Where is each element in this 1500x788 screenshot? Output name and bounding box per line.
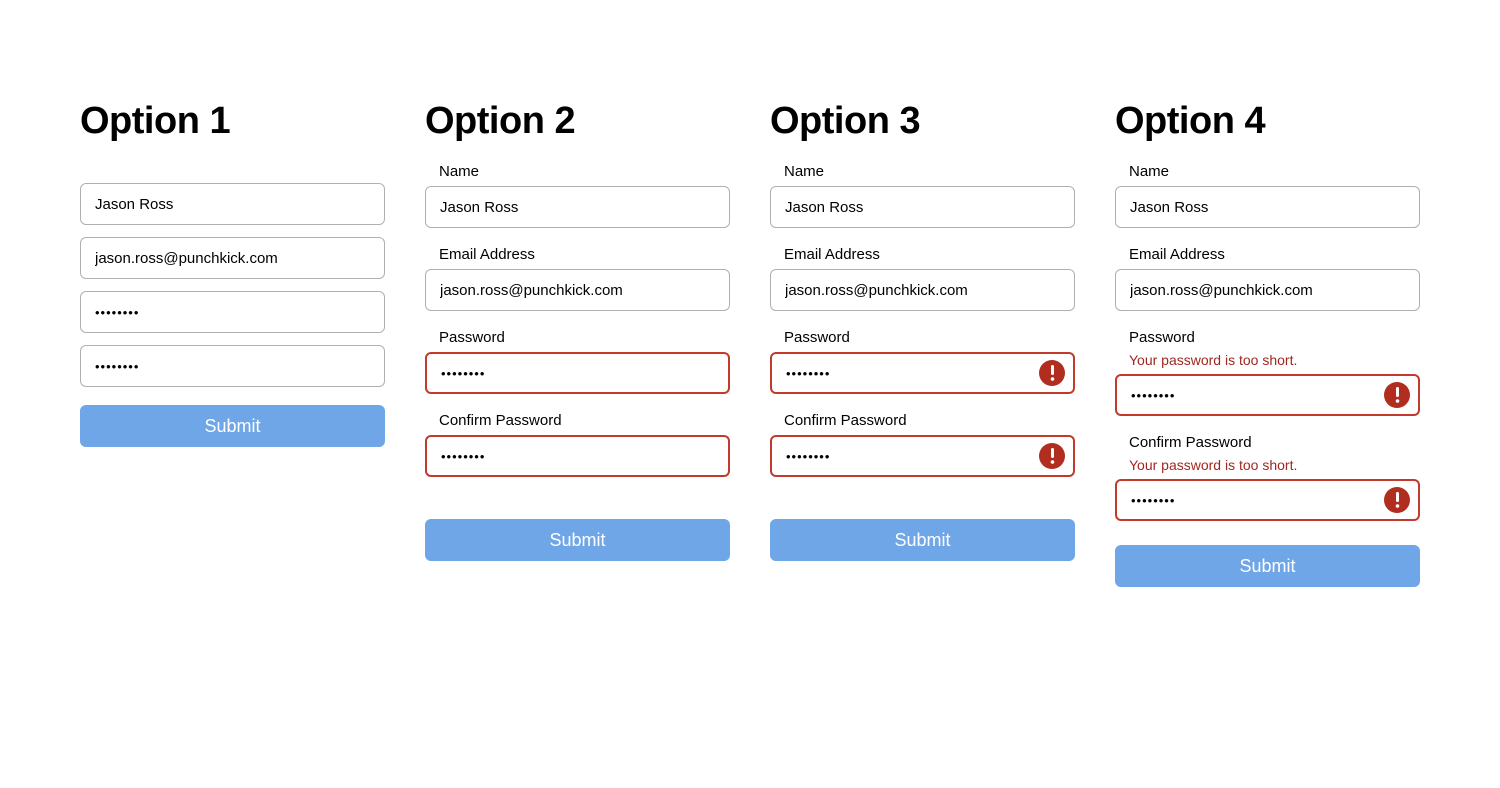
option-3-column: Option 3 Name Email Address Password Con… bbox=[770, 100, 1075, 587]
name-input[interactable] bbox=[770, 186, 1075, 228]
option-1-name-wrapper bbox=[80, 183, 385, 225]
confirm-password-input[interactable] bbox=[425, 435, 730, 477]
option-1-confirm-wrapper bbox=[80, 345, 385, 387]
option-2-column: Option 2 Name Email Address Password Con… bbox=[425, 100, 730, 587]
option-2-password-wrapper bbox=[425, 352, 730, 394]
option-4-title: Option 4 bbox=[1115, 100, 1420, 143]
password-input[interactable] bbox=[770, 352, 1075, 394]
email-label: Email Address bbox=[770, 246, 1075, 263]
option-1-password-wrapper bbox=[80, 291, 385, 333]
option-3-email-wrapper bbox=[770, 269, 1075, 311]
option-4-column: Option 4 Name Email Address Password You… bbox=[1115, 100, 1420, 587]
error-icon bbox=[1384, 382, 1410, 408]
name-label: Name bbox=[425, 163, 730, 180]
submit-button[interactable]: Submit bbox=[770, 519, 1075, 561]
option-4-email-wrapper bbox=[1115, 269, 1420, 311]
email-label: Email Address bbox=[1115, 246, 1420, 263]
password-input[interactable] bbox=[80, 291, 385, 333]
option-3-confirm-wrapper bbox=[770, 435, 1075, 477]
confirm-password-input[interactable] bbox=[1115, 479, 1420, 521]
error-icon bbox=[1039, 360, 1065, 386]
option-4-confirm-wrapper bbox=[1115, 479, 1420, 521]
submit-button[interactable]: Submit bbox=[1115, 545, 1420, 587]
name-label: Name bbox=[770, 163, 1075, 180]
submit-button[interactable]: Submit bbox=[425, 519, 730, 561]
confirm-label: Confirm Password bbox=[425, 412, 730, 429]
confirm-password-input[interactable] bbox=[770, 435, 1075, 477]
password-label: Password bbox=[425, 329, 730, 346]
option-3-name-wrapper bbox=[770, 186, 1075, 228]
name-input[interactable] bbox=[80, 183, 385, 225]
option-2-title: Option 2 bbox=[425, 100, 730, 143]
email-input[interactable] bbox=[770, 269, 1075, 311]
name-label: Name bbox=[1115, 163, 1420, 180]
option-3-password-wrapper bbox=[770, 352, 1075, 394]
option-4-name-wrapper bbox=[1115, 186, 1420, 228]
name-input[interactable] bbox=[1115, 186, 1420, 228]
option-1-email-wrapper bbox=[80, 237, 385, 279]
password-error-message: Your password is too short. bbox=[1115, 352, 1420, 368]
password-label: Password bbox=[770, 329, 1075, 346]
option-2-confirm-wrapper bbox=[425, 435, 730, 477]
name-input[interactable] bbox=[425, 186, 730, 228]
email-input[interactable] bbox=[425, 269, 730, 311]
password-input[interactable] bbox=[1115, 374, 1420, 416]
email-input[interactable] bbox=[1115, 269, 1420, 311]
confirm-label: Confirm Password bbox=[1115, 434, 1420, 451]
option-1-title: Option 1 bbox=[80, 100, 385, 143]
option-2-name-wrapper bbox=[425, 186, 730, 228]
option-3-title: Option 3 bbox=[770, 100, 1075, 143]
password-label: Password bbox=[1115, 329, 1420, 346]
option-1-column: Option 1 Submit bbox=[80, 100, 385, 587]
options-container: Option 1 Submit Option 2 Name Email Addr… bbox=[80, 100, 1420, 587]
email-input[interactable] bbox=[80, 237, 385, 279]
confirm-password-input[interactable] bbox=[80, 345, 385, 387]
submit-button[interactable]: Submit bbox=[80, 405, 385, 447]
option-4-password-wrapper bbox=[1115, 374, 1420, 416]
password-input[interactable] bbox=[425, 352, 730, 394]
error-icon bbox=[1384, 487, 1410, 513]
error-icon bbox=[1039, 443, 1065, 469]
option-2-email-wrapper bbox=[425, 269, 730, 311]
email-label: Email Address bbox=[425, 246, 730, 263]
confirm-label: Confirm Password bbox=[770, 412, 1075, 429]
confirm-error-message: Your password is too short. bbox=[1115, 457, 1420, 473]
